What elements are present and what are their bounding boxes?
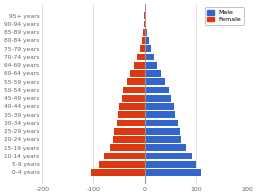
Bar [145,169,201,176]
Bar [145,144,186,151]
Bar [113,136,145,143]
Bar [99,161,145,168]
Bar [145,45,151,52]
Bar [119,103,145,110]
Bar [114,128,145,135]
Legend: Male, Female: Male, Female [205,7,244,25]
Bar [145,29,147,36]
Bar [142,37,145,44]
Bar [145,54,154,60]
Bar [145,87,169,93]
Bar [145,78,165,85]
Bar [145,120,178,126]
Bar [137,54,145,60]
Bar [145,111,175,118]
Bar [145,161,196,168]
Bar [122,95,145,102]
Bar [104,153,145,159]
Bar [145,136,181,143]
Bar [140,45,145,52]
Bar [110,144,145,151]
Bar [91,169,145,176]
Bar [118,111,145,118]
Bar [145,128,180,135]
Bar [144,12,145,19]
Bar [123,87,145,93]
Bar [144,21,145,27]
Bar [145,153,192,159]
Bar [145,103,174,110]
Bar [116,120,145,126]
Bar [145,21,146,27]
Bar [143,29,145,36]
Bar [145,37,149,44]
Bar [130,70,145,77]
Bar [145,12,146,19]
Bar [127,78,145,85]
Bar [145,95,171,102]
Bar [134,62,145,69]
Bar [145,62,158,69]
Bar [145,70,161,77]
